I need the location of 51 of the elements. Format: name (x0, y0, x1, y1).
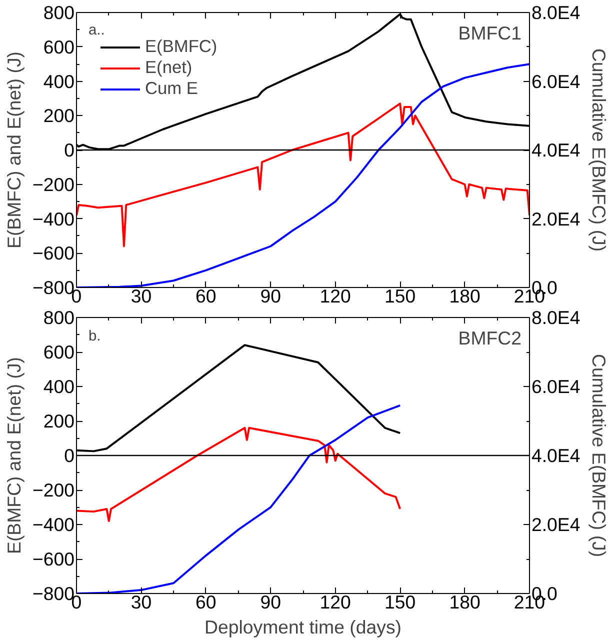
y-tick-label: 800 (43, 307, 75, 328)
x-tick-label: 90 (260, 286, 282, 306)
line-series (76, 404, 402, 594)
y-axis-title: E(BMFC) and E(net) (J) (3, 357, 24, 554)
y2-tick-label: 8.0E4 (532, 2, 580, 23)
y-tick-label: 400 (43, 70, 75, 92)
line-series (76, 102, 530, 248)
y-tick-label: −600 (32, 242, 75, 264)
x-tick-label: 120 (320, 592, 351, 612)
y2-tick-label: 2.0E4 (532, 208, 580, 230)
y-tick-label: 600 (43, 342, 75, 362)
y-axis-title: E(BMFC) and E(net) (J) (3, 52, 24, 248)
legend-label: E(BMFC) (145, 36, 218, 57)
y-tick-label: −400 (32, 514, 75, 535)
y-tick-label: 400 (43, 376, 75, 397)
legend-label: E(net) (145, 57, 192, 78)
y-tick-label: 0 (64, 445, 75, 466)
y2-tick-label: 8.0E4 (532, 307, 580, 328)
annotation: a.. (88, 22, 105, 38)
x-tick-label: 30 (130, 592, 152, 612)
y2-axis-title: Cumulative E(BMFC) (J) (588, 48, 610, 252)
y-tick-label: 200 (43, 410, 75, 432)
legend-label: Cum E (145, 78, 198, 99)
y2-tick-label: 6.0E4 (532, 70, 580, 92)
x-tick-label: 30 (130, 286, 152, 306)
y-tick-label: 200 (43, 105, 75, 126)
annotation: BMFC1 (458, 22, 522, 44)
y2-tick-label: 6.0E4 (532, 376, 580, 397)
y2-tick-label: 2.0E4 (532, 514, 580, 535)
y-tick-label: −400 (32, 208, 75, 230)
y-tick-label: −200 (32, 480, 75, 500)
y-tick-label: 600 (43, 36, 75, 58)
y-tick-label: 800 (43, 2, 75, 23)
x-tick-label: 90 (260, 592, 282, 612)
annotation: BMFC2 (458, 328, 522, 348)
x-tick-label: 150 (384, 286, 416, 306)
x-tick-label: 120 (320, 286, 351, 306)
y2-tick-label: 4.0E4 (532, 140, 580, 160)
x-tick-label: 60 (196, 592, 216, 612)
x-tick-label: 150 (384, 592, 416, 612)
y-tick-label: 0 (64, 140, 75, 160)
y2-tick-label: 4.0E4 (532, 445, 580, 466)
y2-axis-title: Cumulative E(BMFC) (J) (588, 354, 610, 558)
y-tick-label: −600 (32, 548, 75, 570)
x-axis-title: Deployment time (days) (204, 616, 402, 638)
x-tick-label: 180 (449, 286, 480, 306)
x-tick-label: 60 (196, 286, 216, 306)
x-tick-label: 180 (449, 592, 480, 612)
annotation: b. (88, 328, 101, 344)
y-tick-label: −200 (32, 174, 75, 195)
line-series (76, 426, 402, 522)
